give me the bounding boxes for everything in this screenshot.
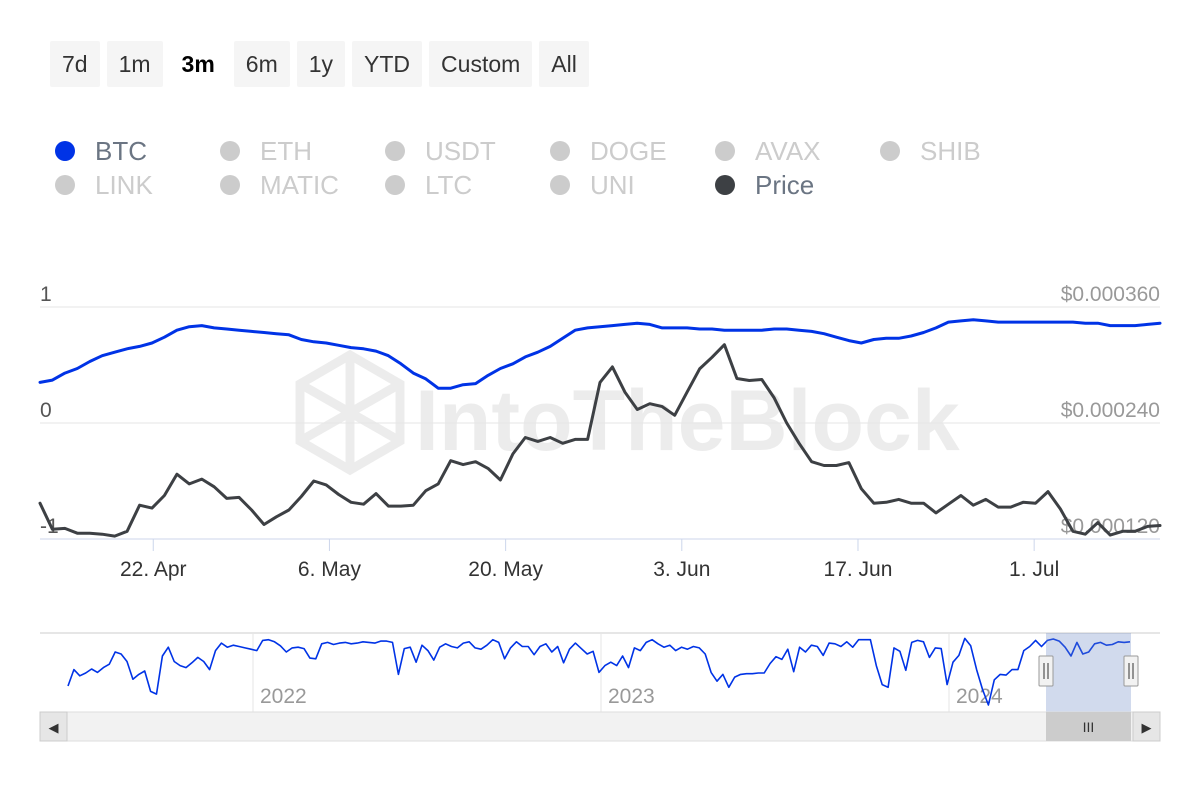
legend-label: LTC <box>425 169 473 200</box>
legend-label: AVAX <box>755 135 821 166</box>
legend-label: MATIC <box>260 169 339 200</box>
legend-dot-icon <box>220 141 240 161</box>
x-tick-label: 20. May <box>468 558 543 581</box>
legend-dot-icon <box>550 175 570 195</box>
navigator-handle-right[interactable] <box>1123 655 1139 687</box>
legend-row: BTC ETH USDT DOGE AVAX SHIB <box>55 134 1045 168</box>
range-button-3m[interactable]: 3m <box>169 41 227 87</box>
navigator-series <box>67 637 1131 706</box>
navigator-year-label: 2023 <box>608 685 655 708</box>
navigator-selected-range[interactable] <box>1046 633 1131 712</box>
legend-label: ETH <box>260 135 312 166</box>
range-button-6m[interactable]: 6m <box>233 41 290 87</box>
legend-dot-icon <box>55 175 75 195</box>
y-left-tick-label: -1 <box>40 515 59 538</box>
x-tick-label: 3. Jun <box>653 558 710 581</box>
range-button-all[interactable]: All <box>539 41 589 87</box>
scrollbar-left-button[interactable] <box>39 711 68 742</box>
legend-label: LINK <box>95 169 153 200</box>
legend-label: BTC <box>95 135 147 166</box>
legend-item-link[interactable]: LINK <box>55 168 220 202</box>
legend-dot-icon <box>715 141 735 161</box>
scrollbar-track[interactable] <box>39 711 1161 742</box>
x-tick-label: 1. Jul <box>1009 558 1059 581</box>
y-right-tick-label: $0.000360 <box>1061 283 1160 306</box>
legend: BTC ETH USDT DOGE AVAX SHIB LINK <box>55 134 1045 202</box>
legend-item-btc[interactable]: BTC <box>55 134 220 168</box>
legend-dot-icon <box>385 175 405 195</box>
navigator-background <box>40 633 1160 712</box>
legend-row: LINK MATIC LTC UNI Price <box>55 168 1045 202</box>
x-tick-label: 6. May <box>298 558 362 581</box>
legend-item-usdt[interactable]: USDT <box>385 134 550 168</box>
scrollbar-thumb[interactable] <box>1046 712 1131 741</box>
main-chart[interactable]: IntoTheBlock 22. Apr 6. May 20. May 3. Jun 1… <box>0 0 1200 600</box>
watermark-logo-icon <box>295 349 405 476</box>
range-button-1y[interactable]: 1y <box>296 41 346 87</box>
navigator-year-label: 2024 <box>956 685 1003 708</box>
scrollbar-right-arrow-icon: ▶ <box>1142 720 1152 735</box>
x-tick-label: 22. Apr <box>120 558 187 581</box>
x-axis: 22. Apr 6. May 20. May 3. Jun 17. Jun 1. Jul <box>120 539 1059 581</box>
legend-item-price[interactable]: Price <box>715 168 880 202</box>
scrollbar-left-arrow-icon: ◀ <box>49 720 59 735</box>
legend-dot-icon <box>55 141 75 161</box>
legend-item-uni[interactable]: UNI <box>550 168 715 202</box>
range-button-7d[interactable]: 7d <box>50 41 100 87</box>
legend-label: Price <box>755 169 815 200</box>
scrollbar-right-button[interactable] <box>1132 711 1161 742</box>
y-axis-left: 1 0 -1 <box>40 283 59 538</box>
navigator-scrollbar[interactable]: ◀ ▶ III <box>39 711 1161 742</box>
legend-item-matic[interactable]: MATIC <box>220 168 385 202</box>
navigator-handle-left[interactable] <box>1038 655 1054 687</box>
x-tick-label: 17. Jun <box>824 558 893 581</box>
legend-label: USDT <box>425 135 496 166</box>
legend-item-avax[interactable]: AVAX <box>715 134 880 168</box>
legend-item-ltc[interactable]: LTC <box>385 168 550 202</box>
watermark-text: IntoTheBlock <box>415 373 960 469</box>
legend-item-eth[interactable]: ETH <box>220 134 385 168</box>
legend-dot-icon <box>550 141 570 161</box>
range-button-custom[interactable]: Custom <box>429 41 533 87</box>
legend-label: DOGE <box>590 135 667 166</box>
legend-label: SHIB <box>920 135 981 166</box>
legend-item-shib[interactable]: SHIB <box>880 134 1045 168</box>
legend-item-doge[interactable]: DOGE <box>550 134 715 168</box>
watermark: IntoTheBlock <box>295 349 960 476</box>
legend-dot-icon <box>880 141 900 161</box>
legend-dot-icon <box>715 175 735 195</box>
legend-dot-icon <box>220 175 240 195</box>
legend-dot-icon <box>385 141 405 161</box>
range-button-1m[interactable]: 1m <box>106 41 163 87</box>
legend-label: UNI <box>590 169 635 200</box>
scrollbar-grip-icon: III <box>1083 719 1095 735</box>
range-button-ytd[interactable]: YTD <box>352 41 423 87</box>
navigator-grid: 2022 2023 2024 <box>40 632 1160 712</box>
series-group <box>38 318 1162 538</box>
y-left-tick-label: 1 <box>40 283 52 306</box>
navigator-series-line <box>67 637 1131 706</box>
range-selector: 7d 1m 3m 6m 1y YTD Custom All <box>50 41 589 87</box>
navigator-selection[interactable] <box>1038 633 1139 712</box>
series-line-btc[interactable] <box>38 318 1162 390</box>
navigator-year-label: 2022 <box>260 685 307 708</box>
y-right-tick-label: $0.000240 <box>1061 399 1160 422</box>
series-line-price[interactable] <box>38 343 1162 538</box>
grid <box>40 306 1160 540</box>
y-left-tick-label: 0 <box>40 399 52 422</box>
